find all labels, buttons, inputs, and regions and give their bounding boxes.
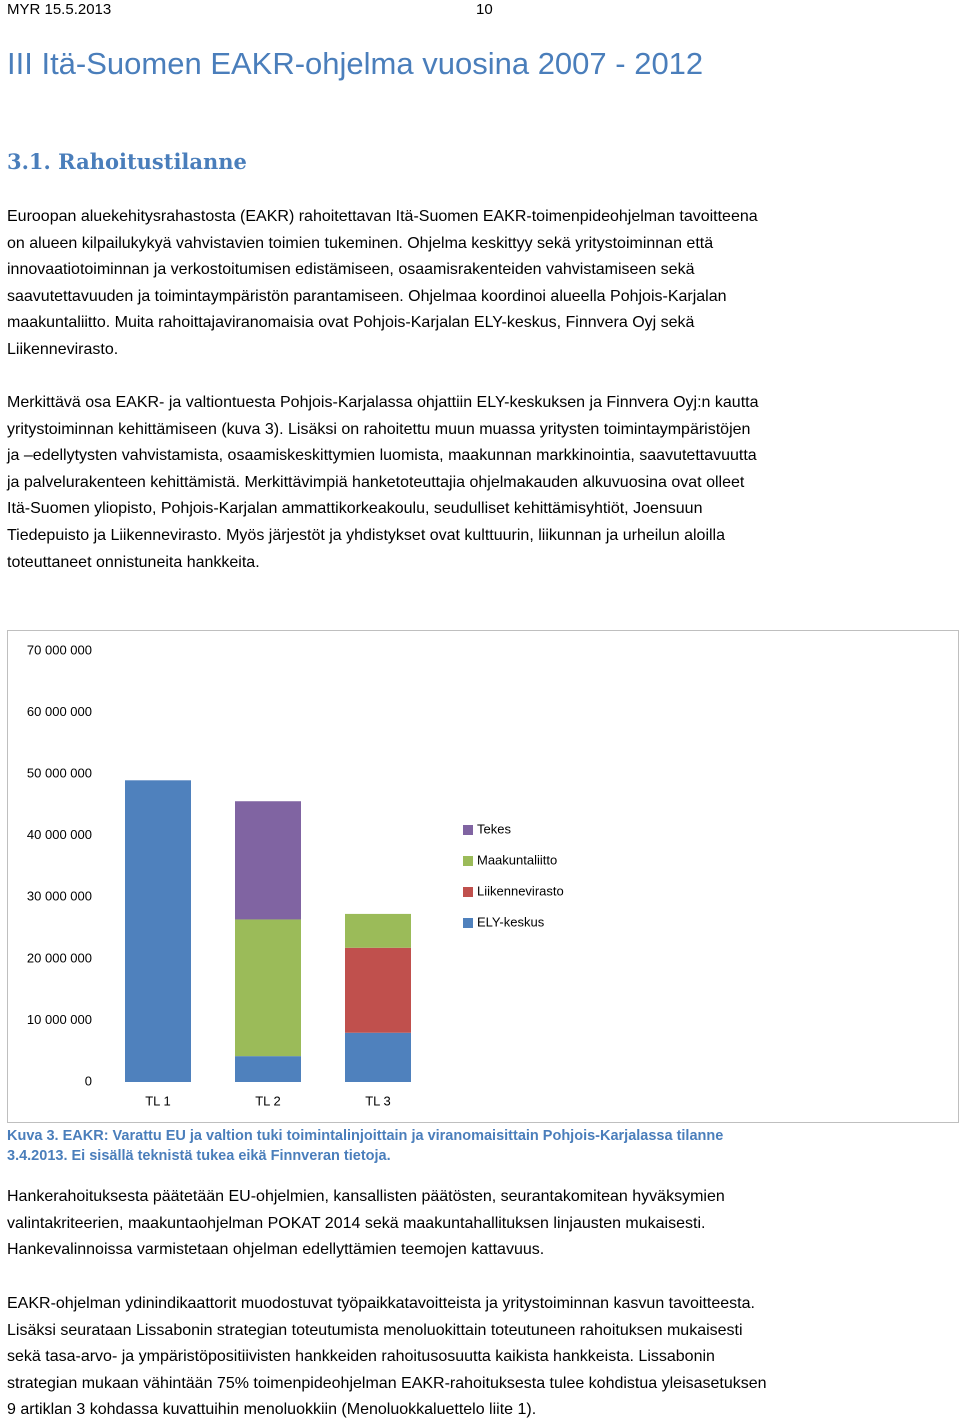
legend-label: Liikennevirasto [477,883,564,898]
bar-segment [235,919,301,1057]
text-line: valintakriteerien, maakuntaohjelman POKA… [7,1214,706,1232]
text-line: EAKR-ohjelman ydinindikaattorit muodostu… [7,1295,755,1312]
text-line: Lisäksi seurataan Lissabonin strategian … [7,1321,743,1339]
bar-segment [125,780,191,1082]
text-line: ja –edellytysten vahvistamista, osaamisk… [7,447,757,465]
y-tick-label: 60 000 000 [27,704,92,719]
title: III Itä-Suomen EAKR-ohjelma vuosina 2007… [7,46,704,81]
text-line: Merkittävä osa EAKR- ja valtiontuesta Po… [7,394,759,411]
text-line: 9 artiklan 3 kohdassa kuvattuihin menolu… [7,1401,537,1419]
text-line: strategian mukaan vähintään 75% toimenpi… [7,1374,767,1392]
y-tick-label: 70 000 000 [27,642,92,657]
legend-swatch [463,825,473,835]
y-tick-label: 50 000 000 [27,766,92,781]
chart: 0 10 000 000 20 000 000 30 000 000 40 000 00… [7,630,959,1123]
bar-segment [235,801,301,920]
x-tick-label: TL 3 [365,1093,391,1108]
text-line: ja palvelurakenteen kehittämistä. Merkit… [7,473,745,491]
bar-segment [345,913,411,948]
legend-label: Maakuntaliitto [477,852,557,867]
text-line: sekä tasa-arvo- ja ympäristöpositiiviste… [7,1348,715,1366]
header-left: MYR 15.5.2013 [7,1,112,18]
legend-swatch [463,887,473,897]
heading: 3.1. Rahoitustilanne [7,149,247,174]
text-line: saavutettavuuden ja toimintaympäristön p… [7,287,727,305]
x-tick-label: TL 1 [145,1093,171,1108]
text-line: Hankevalinnoissa varmistetaan ohjelman e… [7,1241,545,1259]
text-line: Hankerahoituksesta päätetään EU-ohjelmie… [7,1188,725,1205]
y-tick-label: 30 000 000 [27,889,92,904]
text-line: on alueen kilpailukykyä vahvistavien toi… [7,234,714,252]
y-tick-label: 0 [85,1073,92,1088]
page-number: 10 [476,1,493,18]
legend-label: ELY-keskus [477,914,545,929]
text-line: Euroopan aluekehitysrahastosta (EAKR) ra… [7,208,758,225]
legend-swatch [463,918,473,928]
bar-segment [345,1032,411,1082]
bar-segment [345,947,411,1033]
text-line: Tiedepuisto ja Liikennevirasto. Myös jär… [7,527,725,544]
text-line: toteuttaneet onnistuneita hankkeita. [7,553,260,571]
y-tick-label: 10 000 000 [27,1012,92,1027]
text-line: Liikennevirasto. [7,341,119,358]
caption: Kuva 3. EAKR: Varattu EU ja valtion tuki… [7,1128,724,1144]
text-line: maakuntaliitto. Muita rahoittajaviranoma… [7,314,695,332]
legend-swatch [463,856,473,866]
y-tick-label: 20 000 000 [27,950,92,965]
legend-label: Tekes [477,821,511,836]
x-tick-label: TL 2 [255,1093,281,1108]
text-line: yritystoiminnan kehittämiseen (kuva 3). … [7,420,751,438]
y-tick-label: 40 000 000 [27,827,92,842]
text-line: Itä-Suomen yliopisto, Pohjois-Karjalan a… [7,500,703,518]
bar-segment [235,1056,301,1082]
text-line: innovaatiotoiminnan ja verkostoitumisen … [7,261,695,279]
caption: 3.4.2013. Ei sisällä teknistä tukea eikä… [7,1148,391,1164]
